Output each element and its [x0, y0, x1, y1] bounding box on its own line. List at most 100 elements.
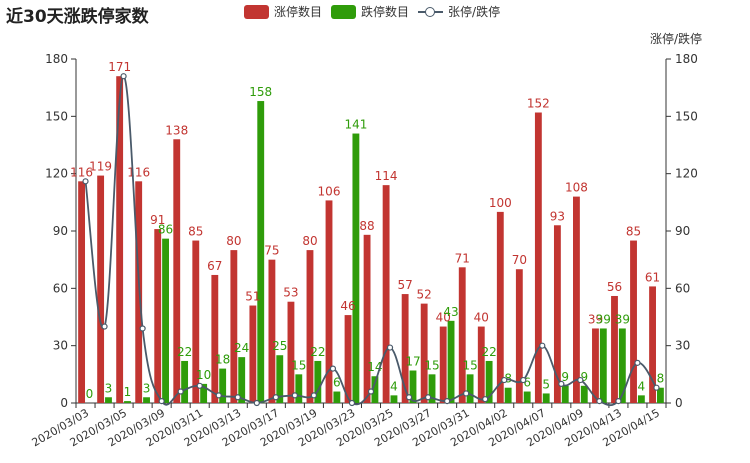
ratio-point — [215, 392, 222, 399]
bar-up — [439, 326, 447, 403]
bar-down — [371, 376, 379, 403]
legend-item-down[interactable]: 跌停数目 — [331, 3, 409, 20]
y-right-tick-label: 120 — [675, 167, 698, 181]
bar-down — [162, 238, 169, 403]
bar-up — [363, 234, 371, 403]
bar-up-label: 152 — [527, 97, 550, 111]
bar-down — [504, 387, 512, 403]
legend: 涨停数目 跌停数目 张停/跌停 — [244, 3, 509, 20]
ratio-point — [272, 394, 279, 401]
bar-down-label: 1 — [124, 385, 132, 399]
bar-down — [314, 360, 322, 403]
bar-up — [325, 200, 333, 403]
bar-down — [485, 360, 493, 403]
bar-down — [257, 101, 265, 404]
bar-up — [211, 274, 219, 403]
bar-down — [124, 401, 131, 403]
bar-down-label: 4 — [638, 379, 646, 393]
ratio-point — [177, 388, 184, 395]
ratio-point — [310, 392, 318, 399]
bar-down-label: 15 — [291, 358, 306, 372]
ratio-point — [158, 397, 165, 405]
bar-up — [573, 196, 580, 403]
legend-swatch-down — [331, 4, 357, 19]
bar-up — [249, 305, 257, 403]
bar-down-label: 10 — [196, 368, 211, 382]
bar-down-label: 15 — [424, 358, 439, 372]
bar-up — [515, 269, 523, 403]
bar-up-label: 53 — [283, 286, 298, 300]
ratio-point — [329, 365, 337, 372]
bar-up-label: 116 — [127, 165, 150, 179]
bar-up — [230, 250, 238, 403]
ratio-point — [424, 394, 432, 401]
bar-down-label: 22 — [310, 345, 325, 359]
legend-item-ratio[interactable]: 张停/跌停 — [418, 3, 500, 20]
bar-up — [287, 301, 295, 403]
bar-up — [496, 211, 504, 403]
bar-down-label: 17 — [405, 355, 420, 369]
ratio-point — [539, 342, 546, 349]
bar-down-label: 43 — [443, 305, 458, 319]
bar-down — [447, 320, 455, 403]
y-right-tick-label: 90 — [675, 224, 690, 238]
bar-up-label: 100 — [489, 196, 512, 210]
ratio-point — [234, 394, 241, 401]
bar-up — [553, 225, 561, 403]
bar-up-label: 138 — [165, 123, 188, 137]
bar-down — [523, 391, 531, 403]
bar-up — [401, 294, 409, 403]
bar-down — [181, 360, 189, 403]
ratio-point — [101, 323, 108, 330]
bar-up-label: 70 — [512, 253, 527, 267]
ratio-point — [615, 397, 622, 405]
bar-down-label: 3 — [105, 381, 113, 395]
ratio-point — [501, 376, 508, 384]
bar-up-label: 114 — [375, 169, 398, 183]
bar-up — [458, 267, 466, 403]
bar-up — [630, 240, 637, 403]
bar-down — [409, 370, 417, 403]
ratio-point — [196, 382, 203, 389]
bar-up — [592, 328, 599, 403]
bar-up-label: 39 — [588, 312, 603, 326]
bar-down — [105, 397, 112, 403]
bar-down — [333, 391, 341, 403]
bar-up-label: 119 — [89, 160, 112, 174]
ratio-point — [139, 325, 146, 332]
bar-up-label: 71 — [455, 251, 470, 265]
y-right-tick-label: 150 — [675, 109, 698, 123]
y-right-tick-label: 180 — [675, 52, 698, 66]
ratio-point — [405, 394, 413, 401]
ratio-point — [577, 376, 584, 384]
bar-down-label: 25 — [272, 339, 287, 353]
ratio-point — [463, 390, 470, 397]
bar-down — [637, 395, 645, 403]
bar-down — [466, 374, 474, 403]
bar-down — [428, 374, 436, 403]
bar-down — [561, 385, 569, 403]
ratio-point — [482, 396, 489, 403]
bar-up — [344, 315, 352, 403]
bar-up — [477, 326, 485, 403]
legend-label-ratio: 张停/跌停 — [448, 5, 501, 19]
bar-up-label: 40 — [436, 311, 451, 325]
bar-down-label: 18 — [215, 353, 230, 367]
bar-down-label: 22 — [481, 345, 496, 359]
ratio-point — [120, 73, 127, 80]
bar-down-label: 86 — [158, 223, 173, 237]
ratio-point — [444, 397, 451, 405]
bar-up-label: 88 — [359, 219, 374, 233]
y-left-tick-label: 180 — [45, 52, 68, 66]
legend-item-up[interactable]: 涨停数目 — [244, 3, 322, 20]
bar-up — [649, 286, 656, 403]
ratio-point — [82, 178, 89, 185]
bar-down — [238, 357, 246, 403]
ratio-point — [386, 344, 394, 351]
y-right-tick-label: 0 — [675, 396, 683, 410]
bar-up — [534, 112, 542, 403]
bar-up-label: 80 — [226, 234, 241, 248]
bar-up-label: 91 — [150, 213, 165, 227]
y-left-tick-label: 60 — [53, 281, 68, 295]
bar-up-label: 80 — [302, 234, 317, 248]
